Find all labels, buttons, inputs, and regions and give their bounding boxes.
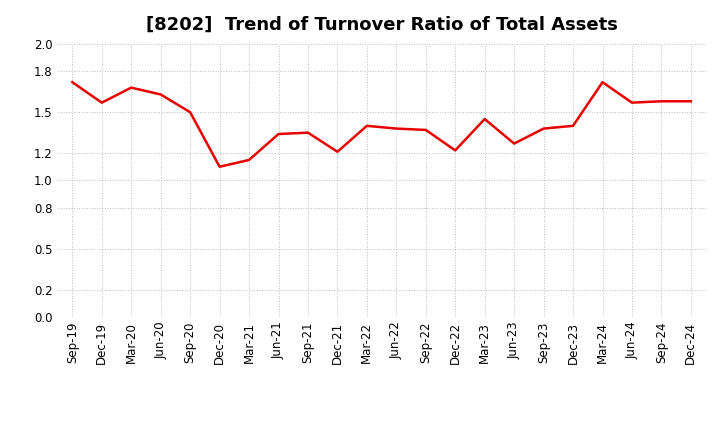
Title: [8202]  Trend of Turnover Ratio of Total Assets: [8202] Trend of Turnover Ratio of Total … [145,16,618,34]
